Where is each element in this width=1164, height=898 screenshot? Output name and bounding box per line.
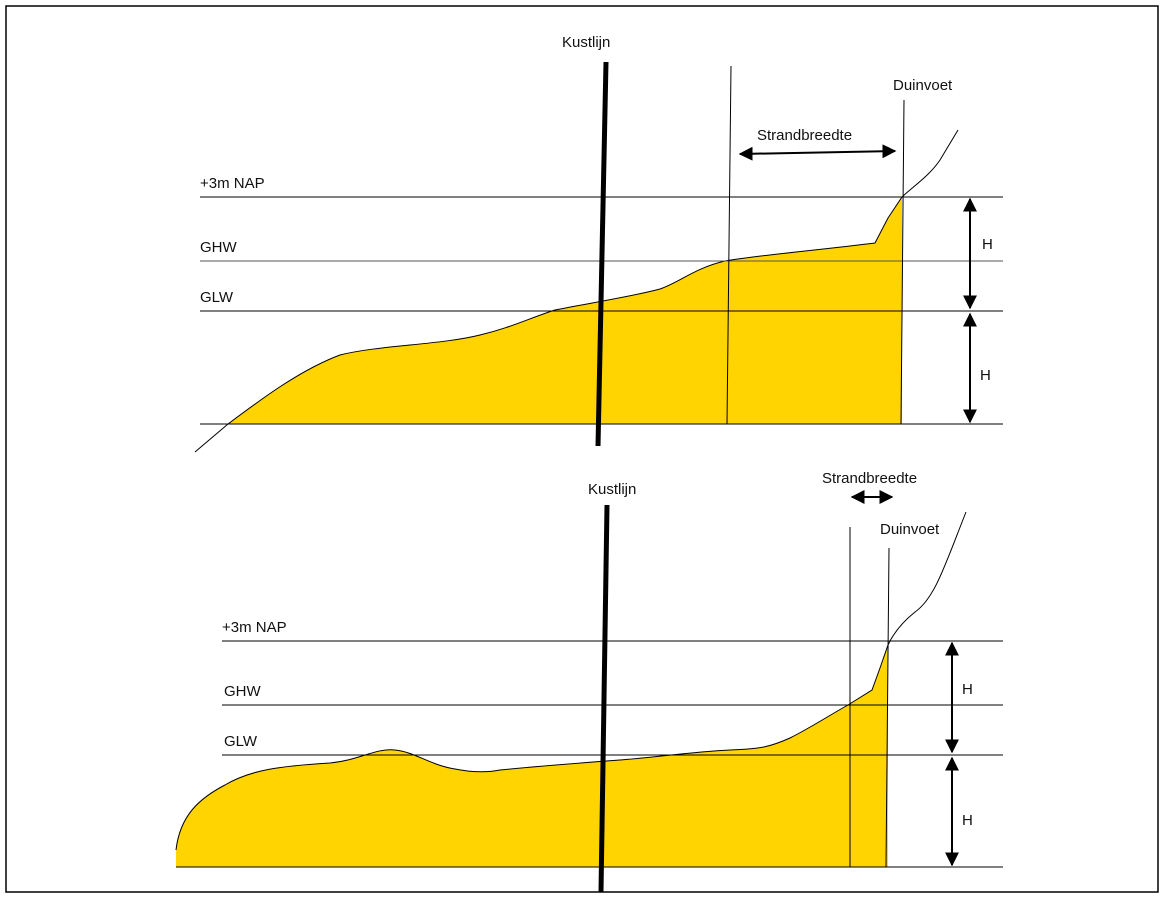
- top-duinvoet-line: [900, 99, 905, 425]
- bottom-kustlijn-line: [598, 504, 610, 893]
- top-level-glw-label: GLW: [200, 289, 234, 306]
- top-strand-start-line: [726, 65, 732, 425]
- bottom-duinvoet-label: Duinvoet: [880, 521, 940, 538]
- top-level-ghw-label: GHW: [200, 239, 238, 256]
- top-panel: +3m NAP GHW GLW Kustlijn Duinvoet Strand…: [194, 34, 1003, 453]
- bottom-height-label-lower: H: [962, 812, 973, 829]
- top-strandbreedte-arrow: [738, 144, 897, 161]
- bottom-profile-fill: [176, 645, 888, 867]
- top-duinvoet-label: Duinvoet: [893, 77, 953, 94]
- top-profile-outline: [194, 129, 959, 453]
- bottom-level-ghw-label: GHW: [224, 683, 262, 700]
- top-strandbreedte-label: Strandbreedte: [757, 127, 852, 144]
- outer-frame: [5, 5, 1159, 893]
- bottom-duinvoet-line: [885, 547, 890, 868]
- top-height-label-upper: H: [982, 236, 993, 253]
- top-kustlijn-label: Kustlijn: [562, 34, 610, 51]
- top-height-label-lower: H: [980, 367, 991, 384]
- bottom-panel: +3m NAP GHW GLW Kustlijn Duinvoet Strand…: [175, 470, 1003, 893]
- bottom-height-label-upper: H: [962, 681, 973, 698]
- top-kustlijn-line: [595, 61, 609, 447]
- bottom-kustlijn-label: Kustlijn: [588, 481, 636, 498]
- top-level-nap-label: +3m NAP: [200, 175, 265, 192]
- bottom-profile-outline: [175, 511, 967, 851]
- bottom-strandbreedte-label: Strandbreedte: [822, 470, 917, 487]
- bottom-level-glw-label: GLW: [224, 733, 258, 750]
- bottom-level-nap-label: +3m NAP: [222, 619, 287, 636]
